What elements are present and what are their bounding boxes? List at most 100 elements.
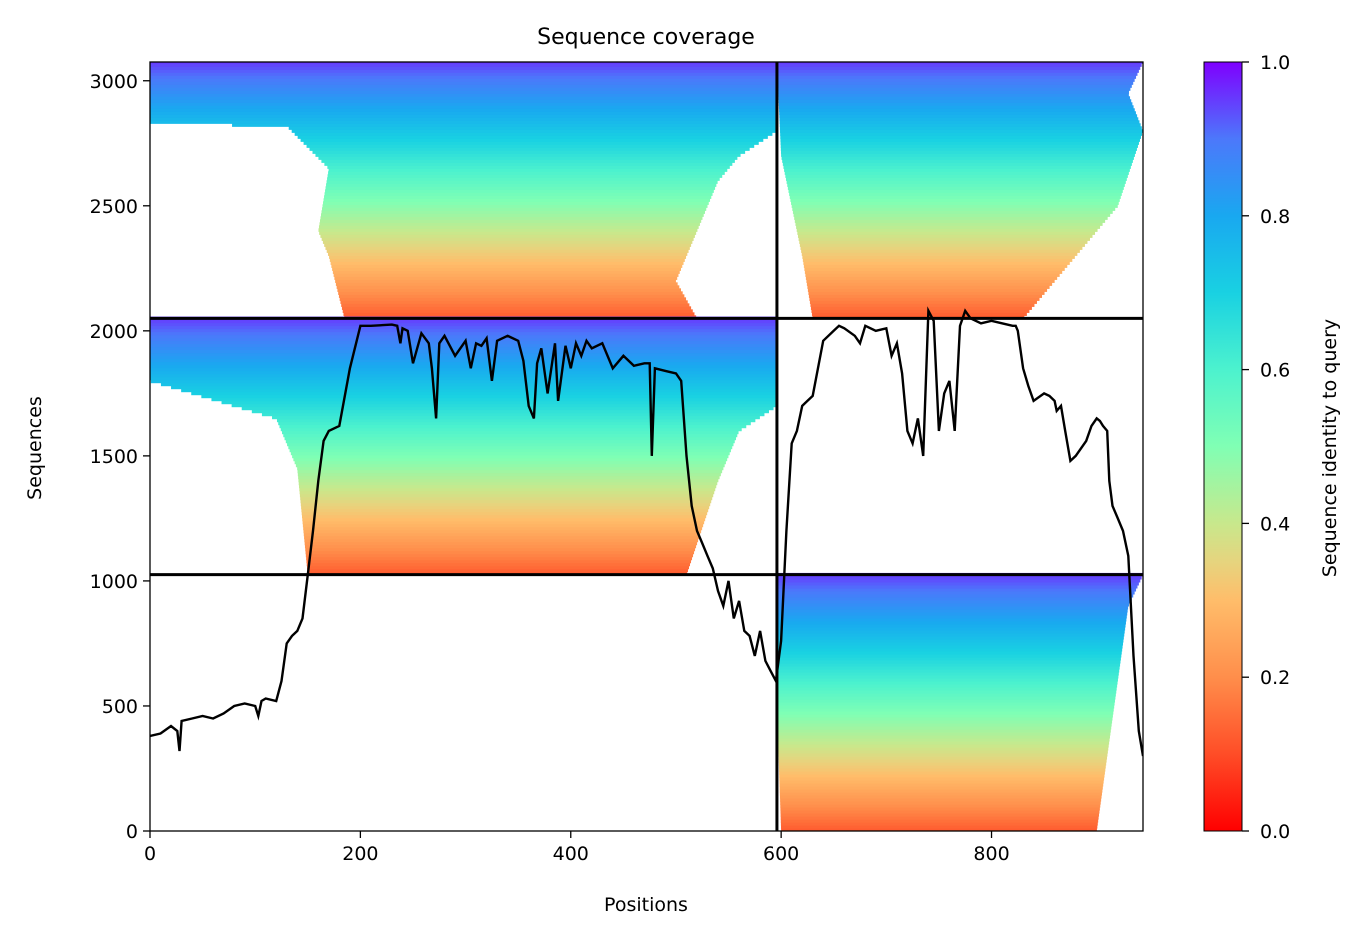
coverage-band [150,108,777,112]
coverage-band [779,791,1102,796]
x-tick-label: 800 [973,843,1009,865]
coverage-band [283,433,738,438]
coverage-band [150,93,777,97]
coverage-band [801,249,1080,253]
coverage-band [776,581,1139,586]
coverage-band [329,255,687,259]
coverage-band [779,123,1141,127]
coverage-band [778,755,1108,760]
coverage-band [780,815,1099,820]
coverage-band [297,472,721,477]
coverage-band [778,96,1131,100]
coverage-band [150,87,777,91]
coverage-band [150,96,777,100]
coverage-band [806,279,1055,283]
coverage-band [327,174,723,178]
coverage-band [150,331,777,336]
coverage-band [320,213,704,217]
coverage-band [306,556,693,561]
coverage-band [293,457,728,462]
coverage-band [150,370,777,375]
coverage-band [795,222,1103,226]
coverage-band [779,120,1140,124]
coverage-band [780,803,1101,808]
coverage-band [805,273,1060,277]
coverage-band [777,75,1137,79]
coverage-band [792,207,1116,211]
coverage-band [336,285,680,289]
coverage-band [778,90,1129,94]
coverage-band [782,159,1133,163]
coverage-band [329,258,685,262]
coverage-band [781,153,1135,157]
coverage-band [324,192,713,196]
coverage-band [276,418,756,423]
coverage-band [778,743,1109,748]
coverage-band [339,297,687,301]
coverage-band [781,827,1097,831]
coverage-band [779,767,1106,772]
coverage-band [321,237,694,241]
coverage-band [777,66,1141,70]
coverage-band [803,261,1070,265]
coverage-band [309,147,750,151]
coverage-band [776,680,1118,685]
coverage-band [794,219,1106,223]
coverage-band [778,105,1134,109]
coverage-band [809,297,1040,301]
coverage-band [326,249,689,253]
coverage-band [777,725,1112,730]
coverage-band [780,806,1100,811]
coverage-band [777,731,1111,736]
coverage-band [778,740,1110,745]
coverage-band [335,282,678,286]
coverage-band [787,183,1125,187]
coverage-band [288,445,733,450]
coverage-band [150,84,777,88]
coverage-band [294,132,773,136]
coverage-band [776,599,1131,604]
coverage-band [325,186,716,190]
coverage-band [804,267,1065,271]
coverage-band [231,403,777,408]
coverage-band [327,177,720,181]
coverage-band [319,231,697,235]
coverage-band [300,138,764,142]
coverage-band [150,319,777,324]
colorbar-tick-label: 0.8 [1260,206,1290,228]
coverage-band [289,448,731,453]
y-tick-label: 1000 [90,571,138,593]
coverage-band [324,195,712,199]
coverage-band [789,195,1121,199]
coverage-band [807,288,1048,292]
colorbar-tick-label: 0.6 [1260,360,1290,382]
coverage-band [776,590,1135,595]
coverage-band [776,659,1121,664]
coverage-band [335,279,676,283]
coverage-band [307,565,689,570]
coverage-band [809,300,1037,304]
coverage-band [789,192,1122,196]
coverage-band [780,821,1098,826]
coverage-band [777,719,1113,724]
coverage-band [304,538,699,543]
coverage-band [319,222,700,226]
coverage-band [241,406,774,411]
coverage-band [777,713,1113,718]
coverage-band [779,788,1103,793]
x-axis-ticks: 0 200 400 600 800 [144,831,1010,865]
coverage-band [779,782,1104,787]
coverage-band [777,69,1139,73]
coverage-band [221,400,777,405]
coverage-band [779,779,1104,784]
coverage-band [272,415,760,420]
coverage-band [776,698,1116,703]
coverage-band [788,189,1123,193]
colorbar-label: Sequence identity to query [1319,319,1341,577]
coverage-band [150,99,777,103]
coverage-band [297,469,723,474]
plot-frame [149,61,1144,832]
coverage-band [800,246,1083,250]
coverage-band [328,171,725,175]
